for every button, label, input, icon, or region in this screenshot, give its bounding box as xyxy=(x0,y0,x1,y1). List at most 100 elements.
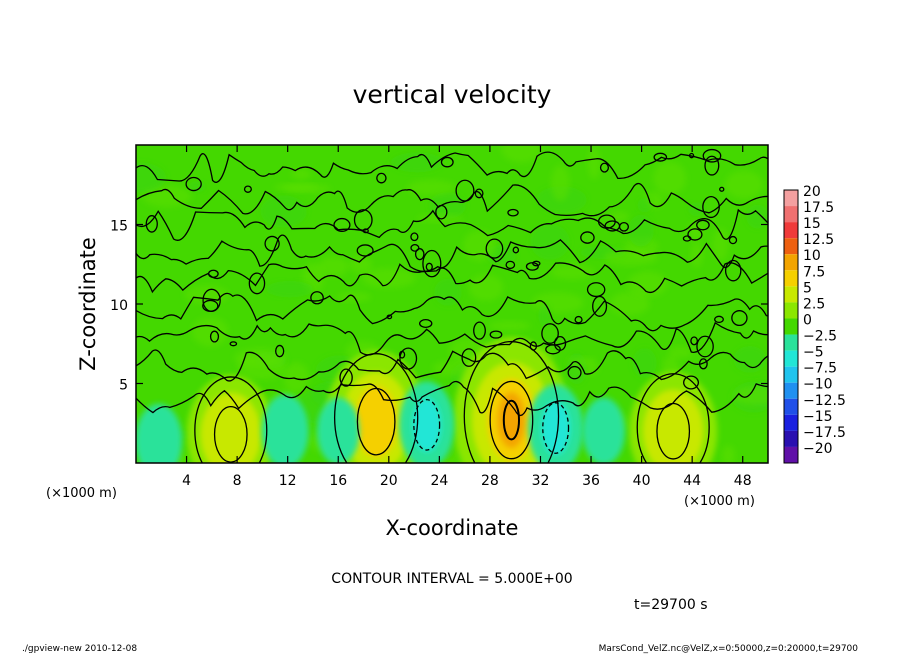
colorbar-label: −20 xyxy=(803,441,833,457)
colorbar-swatch xyxy=(784,334,798,351)
texture-patch xyxy=(587,147,601,179)
colorbar-frame xyxy=(783,189,799,464)
x-tick-label: 8 xyxy=(233,473,242,489)
texture-patch xyxy=(688,221,703,241)
texture-patch xyxy=(603,249,659,266)
colorbar-swatch xyxy=(784,254,798,271)
small-contour xyxy=(339,368,353,387)
texture-patch xyxy=(550,165,570,201)
small-contour xyxy=(333,217,351,232)
texture-patch xyxy=(362,267,416,289)
texture-patch xyxy=(428,192,466,219)
downdraft-core xyxy=(540,401,571,455)
small-contour xyxy=(719,186,725,192)
colorbar: 2017.51512.5107.552.50−2.5−5−7.5−10−12.5… xyxy=(783,184,846,464)
x-tick-label: 28 xyxy=(481,473,499,489)
small-contour xyxy=(574,315,583,324)
x-tick-label: 16 xyxy=(329,473,347,489)
plot-area xyxy=(136,145,768,463)
small-contour xyxy=(474,188,484,199)
wavy-contour xyxy=(136,292,768,332)
colorbar-swatch xyxy=(784,270,798,287)
colorbar-label: 20 xyxy=(803,184,821,200)
texture-patch xyxy=(637,197,653,213)
colorbar-label: 7.5 xyxy=(803,264,825,280)
x-tick-label: 20 xyxy=(380,473,398,489)
small-contour xyxy=(724,259,742,282)
time-label: t=29700 s xyxy=(634,597,708,613)
colorbar-swatch xyxy=(784,430,798,447)
colorbar-label: 17.5 xyxy=(803,200,834,216)
texture-patch xyxy=(712,228,729,262)
texture-patch xyxy=(468,274,504,301)
colorbar-swatch xyxy=(784,206,798,223)
small-contour xyxy=(653,152,668,162)
colorbar-swatch xyxy=(784,190,798,207)
footer-left: ./gpview-new 2010-12-08 xyxy=(22,644,137,654)
contour-lines xyxy=(136,148,768,463)
small-contour xyxy=(553,335,567,351)
x-tick-label: 40 xyxy=(633,473,651,489)
contour-10 xyxy=(502,399,521,441)
colorbar-label: −2.5 xyxy=(803,329,837,345)
texture-patch xyxy=(566,356,597,366)
contour-zero xyxy=(194,376,268,463)
texture-patch xyxy=(632,347,657,379)
colorbar-label: −17.5 xyxy=(803,425,846,441)
x-tick-label: 12 xyxy=(279,473,297,489)
small-contour xyxy=(532,260,541,267)
contour-zero xyxy=(333,353,419,463)
colorbar-swatch xyxy=(784,302,798,319)
small-contour xyxy=(507,208,519,217)
texture-patch xyxy=(349,256,373,274)
colorbar-label: 10 xyxy=(803,248,821,264)
y-axis-title: Z-coordinate xyxy=(76,237,100,371)
small-contour xyxy=(209,330,220,343)
texture-patch xyxy=(488,320,530,331)
small-contour xyxy=(422,249,442,278)
small-contour xyxy=(586,282,606,298)
small-contour xyxy=(704,155,720,176)
texture-patch xyxy=(260,195,308,228)
colorbar-swatch xyxy=(784,318,798,335)
colorbar-swatch xyxy=(784,350,798,367)
texture-patch xyxy=(733,386,768,405)
small-contour xyxy=(696,219,710,231)
x-axis-title: X-coordinate xyxy=(386,516,519,540)
colorbar-label: 15 xyxy=(803,216,821,232)
small-contour xyxy=(473,321,486,340)
wavy-contour xyxy=(136,182,768,217)
small-contour xyxy=(512,246,520,254)
colorbar-label: 2.5 xyxy=(803,296,825,312)
small-contour xyxy=(505,260,516,270)
colorbar-swatch xyxy=(784,398,798,415)
colorbar-label: 12.5 xyxy=(803,232,834,248)
texture-patch xyxy=(291,168,312,180)
small-contour xyxy=(414,248,425,261)
colorbar-swatch xyxy=(784,414,798,431)
small-contour xyxy=(702,148,722,163)
small-contour xyxy=(275,344,285,358)
y-tick-label: 15 xyxy=(110,219,128,235)
contour-neg5 xyxy=(542,402,570,454)
small-contour xyxy=(567,365,582,380)
x-unit-right: (×1000 m) xyxy=(684,494,755,509)
wavy-contour xyxy=(136,380,768,417)
colorbar-label: −5 xyxy=(803,345,824,361)
colorbar-swatch xyxy=(784,286,798,303)
colorbar-label: −10 xyxy=(803,377,833,393)
small-contour xyxy=(145,215,158,233)
small-contour xyxy=(580,231,595,244)
wavy-contour xyxy=(136,262,768,294)
texture-patch xyxy=(551,264,595,280)
x-tick-label: 32 xyxy=(532,473,550,489)
texture-patch xyxy=(733,345,767,374)
colorbar-swatch xyxy=(784,238,798,255)
x-unit-left: (×1000 m) xyxy=(46,486,117,501)
y-axis-ticks: 5 10 15 xyxy=(110,219,768,394)
wavy-contour xyxy=(136,349,768,382)
colorbar-label: 0 xyxy=(803,312,812,328)
colorbar-label: −15 xyxy=(803,409,833,425)
colorbar-swatch xyxy=(784,222,798,239)
small-contour xyxy=(410,232,419,242)
